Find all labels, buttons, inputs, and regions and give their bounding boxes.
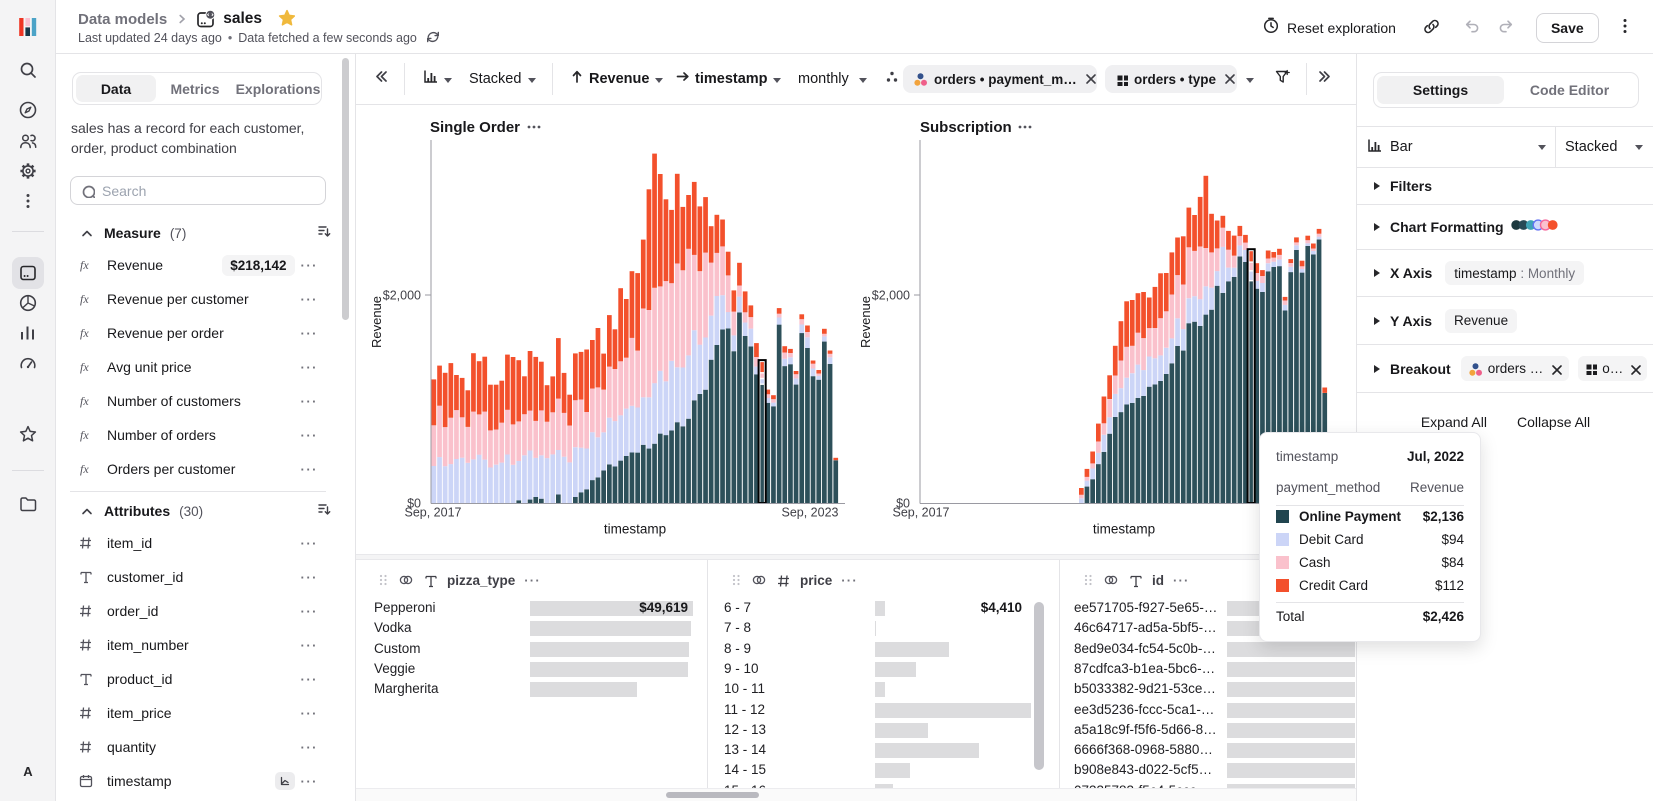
svg-text:fx: fx [80, 462, 89, 476]
svg-text:$2,000: $2,000 [872, 289, 910, 303]
svg-text:fx: fx [80, 428, 89, 442]
svg-text:Single Order: Single Order [430, 119, 520, 136]
svg-text:timestamp: timestamp [604, 522, 666, 537]
svg-text:Sep, 2017: Sep, 2017 [405, 506, 462, 520]
svg-text:fx: fx [80, 394, 89, 408]
svg-text:timestamp: timestamp [1093, 522, 1155, 537]
svg-text:fx: fx [80, 258, 89, 272]
svg-text:Subscription: Subscription [920, 119, 1012, 136]
svg-text:$0: $0 [896, 497, 910, 511]
svg-text:$0: $0 [407, 497, 421, 511]
svg-text:fx: fx [80, 292, 89, 306]
svg-text:Revenue: Revenue [369, 296, 384, 348]
svg-text:$2,000: $2,000 [383, 289, 421, 303]
svg-text:fx: fx [80, 360, 89, 374]
svg-text:Sep, 2017: Sep, 2017 [893, 506, 950, 520]
svg-text:Sep, 2023: Sep, 2023 [782, 506, 839, 520]
svg-text:Revenue: Revenue [858, 296, 873, 348]
svg-text:fx: fx [80, 326, 89, 340]
